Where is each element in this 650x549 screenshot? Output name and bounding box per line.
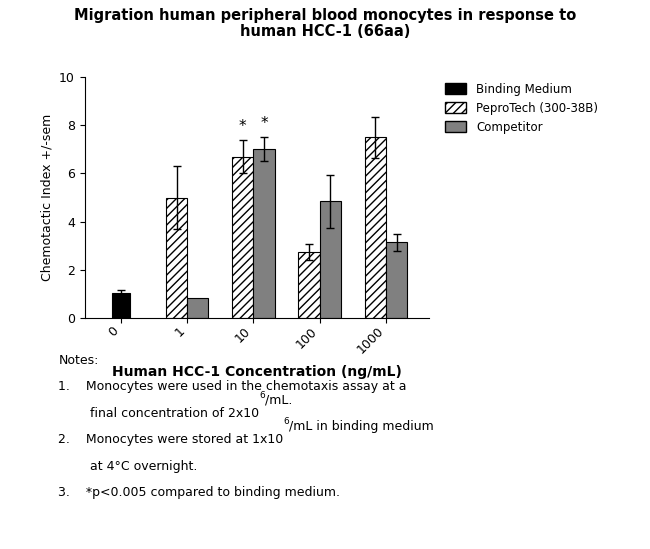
Text: 3.    *p<0.005 compared to binding medium.: 3. *p<0.005 compared to binding medium.	[58, 486, 341, 499]
Bar	[187, 298, 209, 318]
Bar	[365, 137, 386, 318]
Text: /mL.: /mL.	[265, 394, 292, 407]
Text: Migration human peripheral blood monocytes in response to: Migration human peripheral blood monocyt…	[74, 8, 576, 23]
X-axis label: Human HCC-1 Concentration (ng/mL): Human HCC-1 Concentration (ng/mL)	[112, 365, 402, 379]
Bar	[166, 198, 187, 318]
Bar	[112, 293, 130, 318]
Text: final concentration of 2x10: final concentration of 2x10	[58, 407, 259, 420]
Bar	[320, 201, 341, 318]
Text: 2.    Monocytes were stored at 1x10: 2. Monocytes were stored at 1x10	[58, 433, 284, 446]
Text: 1.    Monocytes were used in the chemotaxis assay at a: 1. Monocytes were used in the chemotaxis…	[58, 380, 407, 394]
Text: 6: 6	[284, 417, 289, 426]
Y-axis label: Chemotactic Index +/-sem: Chemotactic Index +/-sem	[40, 114, 53, 281]
Bar	[232, 156, 254, 318]
Bar	[298, 252, 320, 318]
Text: at 4°C overnight.: at 4°C overnight.	[58, 460, 198, 473]
Text: *: *	[239, 119, 246, 133]
Legend: Binding Medium, PeproTech (300-38B), Competitor: Binding Medium, PeproTech (300-38B), Com…	[445, 83, 598, 133]
Bar	[254, 149, 275, 318]
Bar	[386, 242, 407, 318]
Text: /mL in binding medium: /mL in binding medium	[289, 420, 434, 433]
Text: 6: 6	[259, 391, 265, 400]
Text: human HCC-1 (66aa): human HCC-1 (66aa)	[240, 24, 410, 38]
Text: Notes:: Notes:	[58, 354, 99, 367]
Text: *: *	[260, 116, 268, 131]
